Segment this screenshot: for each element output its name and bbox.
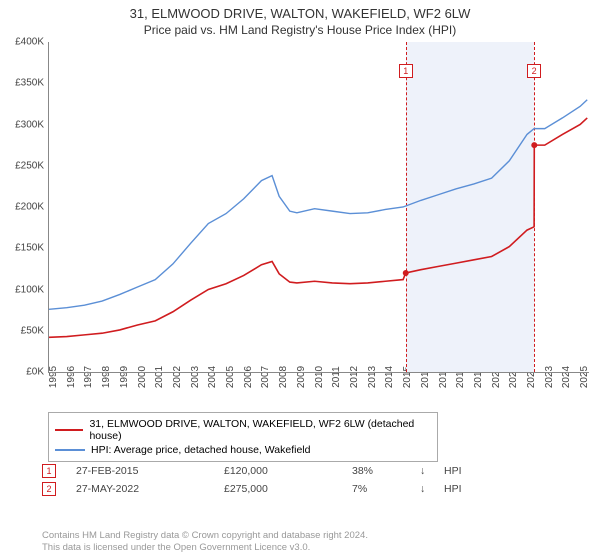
- y-tick-label: £50K: [21, 325, 44, 336]
- sale-date: 27-MAY-2022: [76, 483, 216, 495]
- plot-region: 12: [48, 42, 589, 373]
- y-tick-label: £200K: [15, 202, 44, 213]
- series-hpi: [49, 100, 587, 310]
- y-tick-label: £350K: [15, 78, 44, 89]
- y-tick-label: £100K: [15, 284, 44, 295]
- title-line2: Price paid vs. HM Land Registry's House …: [0, 23, 600, 39]
- y-tick-label: £300K: [15, 119, 44, 130]
- chart-area: £0K£50K£100K£150K£200K£250K£300K£350K£40…: [0, 42, 600, 402]
- sale-price: £120,000: [224, 465, 344, 477]
- line-chart-svg: [49, 42, 589, 372]
- legend-swatch: [55, 449, 85, 451]
- series-marker: [403, 270, 409, 276]
- series-marker: [531, 142, 537, 148]
- sale-pct: 7%: [352, 483, 412, 495]
- title-line1: 31, ELMWOOD DRIVE, WALTON, WAKEFIELD, WF…: [0, 6, 600, 23]
- y-tick-label: £250K: [15, 160, 44, 171]
- legend-box: 31, ELMWOOD DRIVE, WALTON, WAKEFIELD, WF…: [48, 412, 438, 462]
- y-tick-label: £0K: [26, 367, 44, 378]
- sale-row: 1 27-FEB-2015 £120,000 38% ↓ HPI: [42, 462, 582, 480]
- sale-row: 2 27-MAY-2022 £275,000 7% ↓ HPI: [42, 480, 582, 498]
- sale-date: 27-FEB-2015: [76, 465, 216, 477]
- sale-marker-box: 1: [42, 464, 56, 478]
- y-tick-label: £150K: [15, 243, 44, 254]
- legend-swatch: [55, 429, 83, 431]
- series-property: [49, 118, 587, 337]
- footer-line1: Contains HM Land Registry data © Crown c…: [42, 530, 368, 542]
- sale-pct: 38%: [352, 465, 412, 477]
- sale-price: £275,000: [224, 483, 344, 495]
- y-tick-label: £400K: [15, 37, 44, 48]
- down-arrow-icon: ↓: [420, 483, 436, 495]
- legend-label: HPI: Average price, detached house, Wake…: [91, 444, 310, 456]
- footer-line2: This data is licensed under the Open Gov…: [42, 542, 368, 554]
- sales-table: 1 27-FEB-2015 £120,000 38% ↓ HPI 2 27-MAY-2022 £…: [42, 462, 582, 498]
- legend-item: 31, ELMWOOD DRIVE, WALTON, WAKEFIELD, WF…: [55, 417, 431, 443]
- down-arrow-icon: ↓: [420, 465, 436, 477]
- chart-title-area: 31, ELMWOOD DRIVE, WALTON, WAKEFIELD, WF…: [0, 0, 600, 38]
- plot-sale-marker: 1: [399, 64, 413, 78]
- plot-sale-marker: 2: [527, 64, 541, 78]
- sale-hpi-label: HPI: [444, 483, 484, 495]
- footer-attribution: Contains HM Land Registry data © Crown c…: [42, 530, 368, 554]
- sale-marker-box: 2: [42, 482, 56, 496]
- legend-label: 31, ELMWOOD DRIVE, WALTON, WAKEFIELD, WF…: [89, 418, 431, 442]
- legend-item: HPI: Average price, detached house, Wake…: [55, 443, 431, 457]
- sale-hpi-label: HPI: [444, 465, 484, 477]
